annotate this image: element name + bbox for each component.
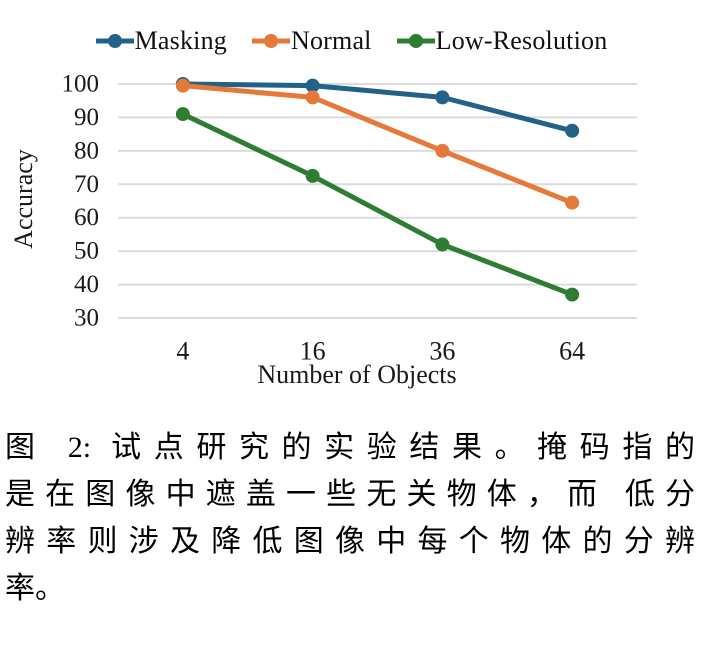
y-tick-label-50: 50: [74, 238, 99, 265]
caption-line-2: 是在图像中遮盖一些无关物体，而 低分: [5, 478, 695, 511]
data-point-low-resolution-4: [175, 107, 190, 122]
caption-line-1: 图 2: 试点研究的实验结果。掩码指的: [5, 431, 695, 464]
line-chart: 30 40 50 60 70 80 90 100 4 16 36 64 Masking Normal Lo…: [0, 26, 702, 389]
y-axis-title: Accuracy: [9, 149, 38, 249]
y-tick-label-70: 70: [74, 171, 99, 198]
x-tick-label-64: 64: [559, 337, 585, 366]
legend-marker-icon: [251, 34, 290, 48]
figure-caption: 图 2: 试点研究的实验结果。掩码指的 是在图像中遮盖一些无关物体，而 低分 辨…: [5, 424, 695, 612]
data-point-normal-4: [175, 78, 190, 93]
chart-svg: 30 40 50 60 70 80 90 100 4 16 36 64: [62, 71, 637, 366]
data-point-masking-64: [565, 123, 580, 138]
chart-legend: Masking Normal Low-Resolution: [0, 26, 702, 56]
x-tick-label-16: 16: [300, 337, 326, 366]
caption-line-3: 辨率则涉及降低图像中每个物体的分辨: [5, 525, 695, 558]
data-point-masking-16: [305, 78, 320, 93]
y-tick-label-30: 30: [74, 305, 99, 332]
x-tick-label-4: 4: [176, 337, 189, 366]
series-line-masking: [180, 81, 575, 134]
y-tick-label-60: 60: [74, 204, 99, 231]
legend-label-masking: Masking: [134, 26, 227, 55]
series-line-low-resolution: [180, 111, 575, 298]
legend-item-masking: Masking: [95, 26, 227, 56]
legend-item-low-resolution: Low-Resolution: [396, 26, 608, 56]
legend-marker-icon: [95, 34, 134, 48]
data-point-normal-16: [305, 90, 320, 105]
legend-item-normal: Normal: [251, 26, 372, 56]
legend-label-normal: Normal: [290, 26, 372, 55]
y-tick-label-90: 90: [74, 104, 99, 131]
y-tick-label-40: 40: [74, 271, 99, 298]
series-line-normal: [180, 83, 575, 206]
caption-line-4: 率。: [5, 572, 65, 605]
data-point-low-resolution-36: [435, 237, 450, 252]
x-axis-title: Number of Objects: [257, 360, 457, 389]
y-tick-label-80: 80: [74, 137, 99, 164]
data-point-normal-64: [565, 195, 580, 210]
x-tick-label-36: 36: [429, 337, 455, 366]
data-point-masking-36: [435, 90, 450, 105]
y-tick-label-100: 100: [62, 71, 100, 98]
legend-label-low-resolution: Low-Resolution: [435, 26, 608, 55]
data-point-low-resolution-16: [305, 168, 320, 183]
data-point-normal-36: [435, 143, 450, 158]
data-point-low-resolution-64: [565, 287, 580, 302]
legend-marker-icon: [396, 34, 435, 48]
